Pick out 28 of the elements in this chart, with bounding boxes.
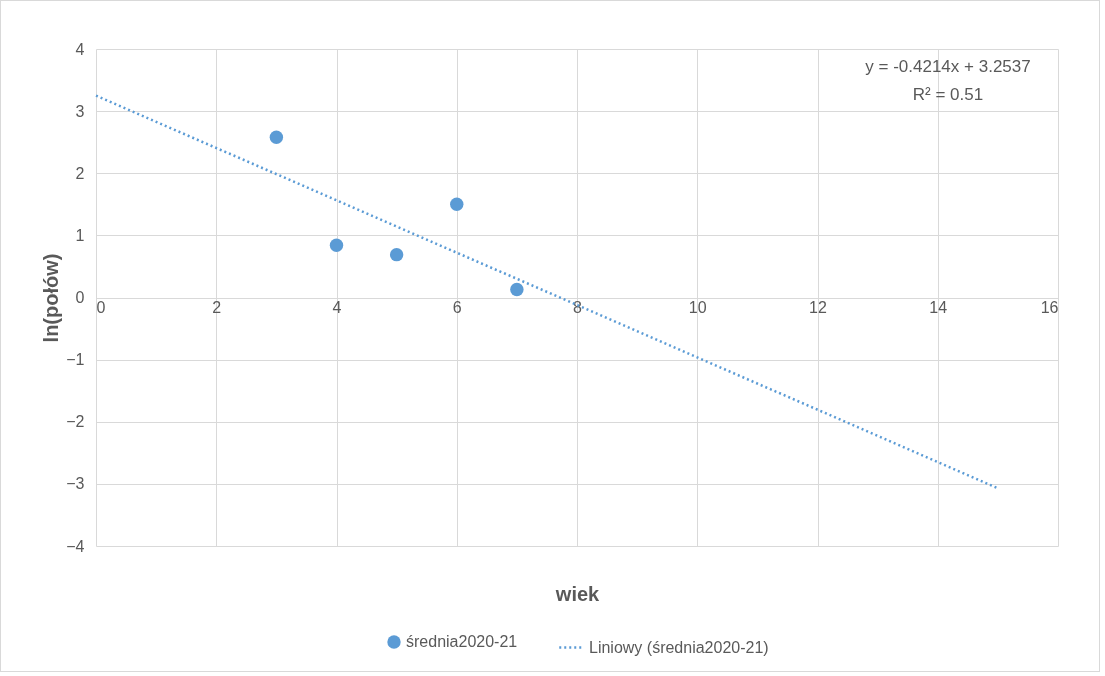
x-tick-label: 10 <box>688 299 707 316</box>
point <box>329 238 344 253</box>
x-tick-label: 6 <box>452 299 462 316</box>
annotation: R² = 0.51 <box>912 85 984 104</box>
point <box>510 282 524 297</box>
y-axis-title: ln(połów) <box>40 253 63 343</box>
y-tick-label: −3 <box>66 475 85 493</box>
point <box>450 197 464 212</box>
x-tick-label: 4 <box>332 299 342 316</box>
legend-label: średnia2020-21 <box>406 633 518 650</box>
x-tick-label: 2 <box>212 299 222 316</box>
x-axis-title: wiek <box>554 582 601 605</box>
x-tick-label: 8 <box>573 299 583 316</box>
y-tick-label: −1 <box>66 351 85 369</box>
point <box>389 247 404 262</box>
y-tick-label: −4 <box>66 537 85 555</box>
x-tick-label: 16 <box>1040 299 1059 316</box>
x-tick-label: 14 <box>929 299 948 316</box>
y-tick-label: 4 <box>75 40 85 58</box>
legend-label: Liniowy (średnia2020-21) <box>589 638 769 656</box>
y-tick-label: 2 <box>75 164 85 182</box>
point <box>269 130 284 144</box>
annotation: y = -0.4214x + 3.2537 <box>865 57 1031 76</box>
x-tick-label: 12 <box>809 299 827 316</box>
x-tick-label: 0 <box>96 299 106 316</box>
y-tick-label: −2 <box>66 413 85 431</box>
y-tick-label: 1 <box>75 226 85 244</box>
y-tick-label: 3 <box>75 102 85 120</box>
